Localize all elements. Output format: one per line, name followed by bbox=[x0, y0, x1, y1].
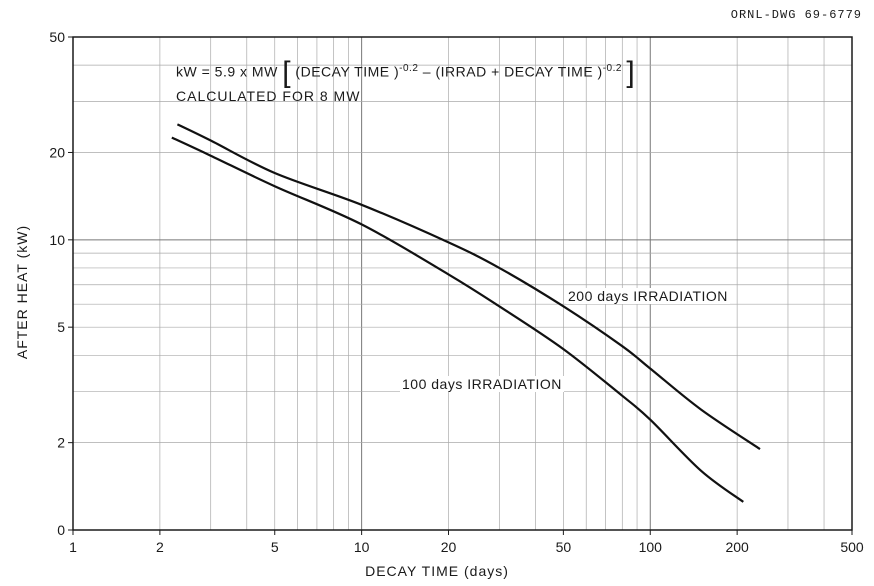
x-axis-label: DECAY TIME (days) bbox=[365, 563, 509, 579]
y-tick-label: 50 bbox=[49, 29, 65, 45]
series-line-100-days bbox=[171, 136, 744, 503]
x-tick-label: 2 bbox=[156, 539, 164, 555]
x-tick-label: 10 bbox=[354, 539, 370, 555]
y-tick-label: 0 bbox=[57, 522, 65, 538]
formula-open-bracket: [ bbox=[282, 56, 292, 89]
formula-lhs: kW = 5.9 x MW bbox=[176, 63, 278, 80]
formula-annotation: kW = 5.9 x MW [ (DECAY TIME )-0.2 – (IRR… bbox=[176, 58, 635, 88]
formula-term-decay: (DECAY TIME ) bbox=[295, 63, 400, 80]
y-axis-label: AFTER HEAT (kW) bbox=[14, 224, 30, 360]
grid-lines bbox=[73, 37, 852, 530]
x-tick-label: 100 bbox=[639, 539, 663, 555]
axis-ticks: 1 2 5 10 20 50 100 200 500 0 2 5 10 20 50 bbox=[49, 29, 863, 555]
formula-exponent-2: -0.2 bbox=[602, 63, 622, 75]
x-tick-label: 1 bbox=[69, 539, 77, 555]
y-tick-label: 20 bbox=[49, 144, 65, 160]
y-tick-label: 2 bbox=[57, 435, 65, 451]
formula-exponent-1: -0.2 bbox=[399, 63, 419, 75]
series-label-100-days: 100 days IRRADIATION bbox=[400, 376, 564, 392]
y-tick-label: 5 bbox=[57, 319, 65, 335]
series-curves bbox=[171, 123, 761, 503]
formula-close-bracket: ] bbox=[626, 56, 636, 89]
formula-term-irrad: (IRRAD + DECAY TIME ) bbox=[435, 63, 603, 80]
x-tick-label: 20 bbox=[441, 539, 457, 555]
calculation-note: CALCULATED FOR 8 MW bbox=[176, 88, 361, 104]
series-label-200-days: 200 days IRRADIATION bbox=[566, 288, 730, 304]
x-tick-label: 500 bbox=[840, 539, 864, 555]
y-tick-label: 10 bbox=[49, 232, 65, 248]
x-tick-label: 200 bbox=[725, 539, 749, 555]
formula-minus: – bbox=[422, 63, 432, 80]
drawing-number: ORNL-DWG 69-6779 bbox=[730, 8, 862, 22]
x-tick-label: 5 bbox=[271, 539, 279, 555]
x-tick-label: 50 bbox=[556, 539, 572, 555]
plot-frame bbox=[72, 36, 853, 531]
series-line-200-days bbox=[176, 123, 761, 451]
